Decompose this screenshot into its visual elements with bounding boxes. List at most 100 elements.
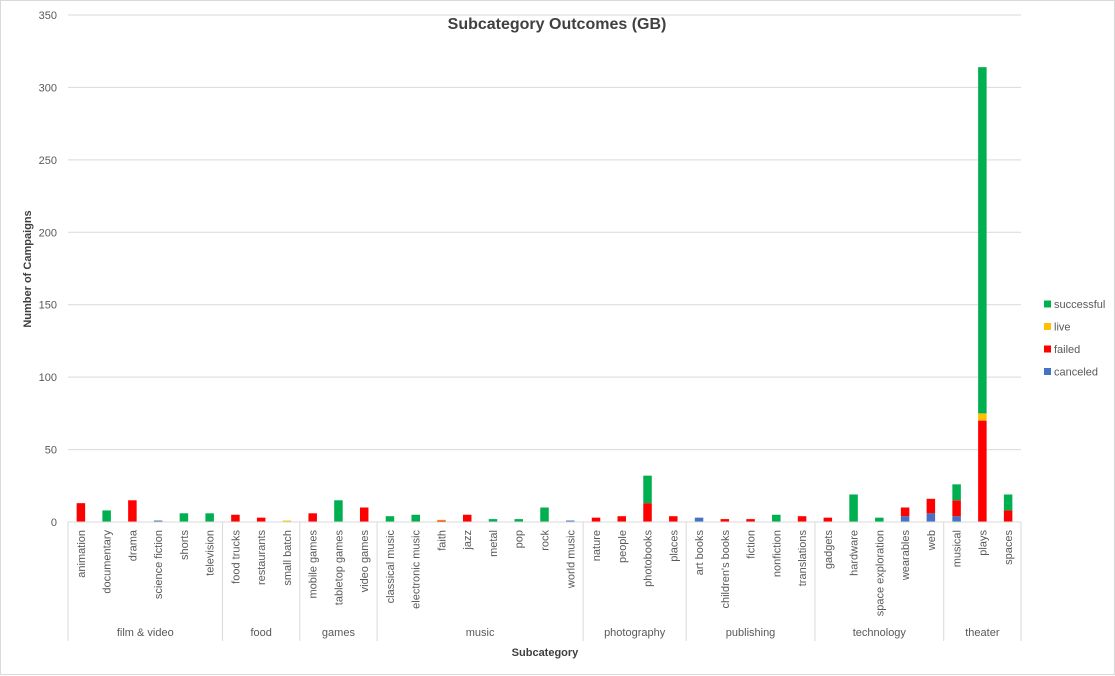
- bar-segment-successful: [385, 516, 395, 522]
- bar-segment-failed: [128, 500, 137, 522]
- x-axis-title: Subcategory: [512, 647, 580, 659]
- category-label: shorts: [179, 530, 191, 560]
- bar-segment-successful: [772, 514, 781, 522]
- category-label: pop: [514, 530, 526, 548]
- bar-segment-successful: [488, 519, 498, 522]
- category-label: wearables: [900, 530, 912, 582]
- x-axis: animation documentary drama science fiction…: [67, 521, 1022, 641]
- group-label: technology: [853, 627, 907, 639]
- bar-segment-failed: [256, 517, 266, 522]
- category-label: people: [617, 530, 629, 563]
- bar-segment-successful: [334, 500, 343, 522]
- y-tick-label: 0: [51, 517, 57, 529]
- bar-segment-failed: [643, 503, 652, 522]
- bar-segment-canceled: [566, 520, 575, 522]
- y-tick-label: 350: [39, 10, 57, 22]
- bar-segment-failed: [720, 519, 730, 522]
- bar-segment-live: [978, 413, 987, 421]
- category-label: science fiction: [153, 530, 165, 599]
- bar-segment-successful: [411, 514, 420, 522]
- category-label: television: [205, 530, 217, 576]
- bar-segment-successful: [1003, 494, 1013, 511]
- category-label: documentary: [102, 530, 114, 594]
- y-axis-ticks: 0 50 100 150 200 250 300 350: [39, 10, 57, 529]
- bar-segment-failed: [797, 516, 807, 522]
- bar-segment-failed: [900, 507, 910, 517]
- bar-segment-failed: [591, 517, 601, 522]
- legend-swatch-failed: [1044, 345, 1051, 353]
- bar-segment-successful: [952, 484, 961, 501]
- group-label: games: [322, 627, 356, 639]
- legend-label: live: [1054, 322, 1071, 334]
- bar-segment-failed: [76, 503, 86, 522]
- y-axis-title: Number of Campaigns: [22, 210, 34, 327]
- group-label: film & video: [117, 627, 174, 639]
- category-label: restaurants: [256, 530, 268, 586]
- bar-segment-canceled: [952, 516, 961, 522]
- bar-segment-canceled: [694, 517, 704, 522]
- bar-segment-failed: [359, 507, 369, 522]
- category-label: jazz: [462, 530, 474, 551]
- bar-segment-failed: [978, 420, 987, 522]
- bar-segment-failed: [746, 519, 755, 522]
- category-label: gadgets: [823, 530, 835, 570]
- bar-segment-canceled: [153, 520, 163, 522]
- category-label: metal: [488, 530, 500, 557]
- bar-segment-successful: [643, 475, 652, 504]
- legend-label: successful: [1054, 299, 1105, 311]
- bar-segment-failed: [437, 520, 446, 522]
- category-label: translations: [797, 530, 809, 587]
- bar-segment-failed: [462, 514, 472, 522]
- category-label: space exploration: [874, 530, 886, 616]
- chart-title: Subcategory Outcomes (GB): [448, 16, 667, 33]
- category-label: drama: [127, 529, 139, 561]
- bar-segment-live: [282, 520, 292, 522]
- y-tick-label: 50: [45, 445, 57, 457]
- y-tick-label: 150: [39, 300, 57, 312]
- category-label: nature: [591, 530, 603, 561]
- category-label: food trucks: [230, 530, 242, 584]
- bar-segment-canceled: [926, 513, 936, 522]
- bars: [76, 67, 1013, 522]
- category-label: small batch: [282, 530, 294, 586]
- bar-segment-failed: [231, 514, 240, 522]
- bar-segment-successful: [205, 513, 214, 522]
- group-label: music: [466, 627, 495, 639]
- bar-segment-failed: [823, 517, 833, 522]
- bar-segment-failed: [669, 516, 678, 522]
- legend-swatch-successful: [1044, 300, 1051, 308]
- category-label: plays: [977, 530, 989, 556]
- bar-segment-successful: [978, 67, 987, 414]
- bar-segment-failed: [1003, 510, 1013, 522]
- category-label: web: [926, 530, 938, 551]
- bar-segment-canceled: [900, 516, 910, 522]
- category-label: spaces: [1003, 530, 1015, 565]
- gridlines: [68, 14, 1021, 451]
- legend-label: failed: [1054, 344, 1080, 356]
- bar-segment-live: [437, 519, 446, 521]
- category-label: electronic music: [411, 530, 423, 609]
- category-label: mobile games: [308, 530, 320, 599]
- group-label: publishing: [726, 627, 776, 639]
- category-label: fiction: [746, 530, 758, 559]
- category-label: classical music: [385, 530, 397, 604]
- category-label: world music: [565, 530, 577, 590]
- category-label: animation: [76, 530, 88, 578]
- category-label: places: [668, 530, 680, 562]
- category-label: rock: [540, 530, 552, 551]
- category-label: faith: [436, 530, 448, 551]
- bar-segment-failed: [617, 516, 627, 522]
- y-tick-label: 100: [39, 372, 57, 384]
- bar-segment-failed: [926, 498, 936, 514]
- bar-segment-successful: [102, 510, 111, 522]
- y-tick-label: 200: [39, 227, 57, 239]
- legend: successful live failed canceled: [1044, 299, 1105, 379]
- category-label: art books: [694, 530, 706, 576]
- y-tick-label: 250: [39, 155, 57, 167]
- bar-segment-successful: [849, 494, 858, 522]
- category-label: nonfiction: [771, 530, 783, 577]
- category-label: musical: [952, 530, 964, 567]
- group-label: theater: [965, 627, 1000, 639]
